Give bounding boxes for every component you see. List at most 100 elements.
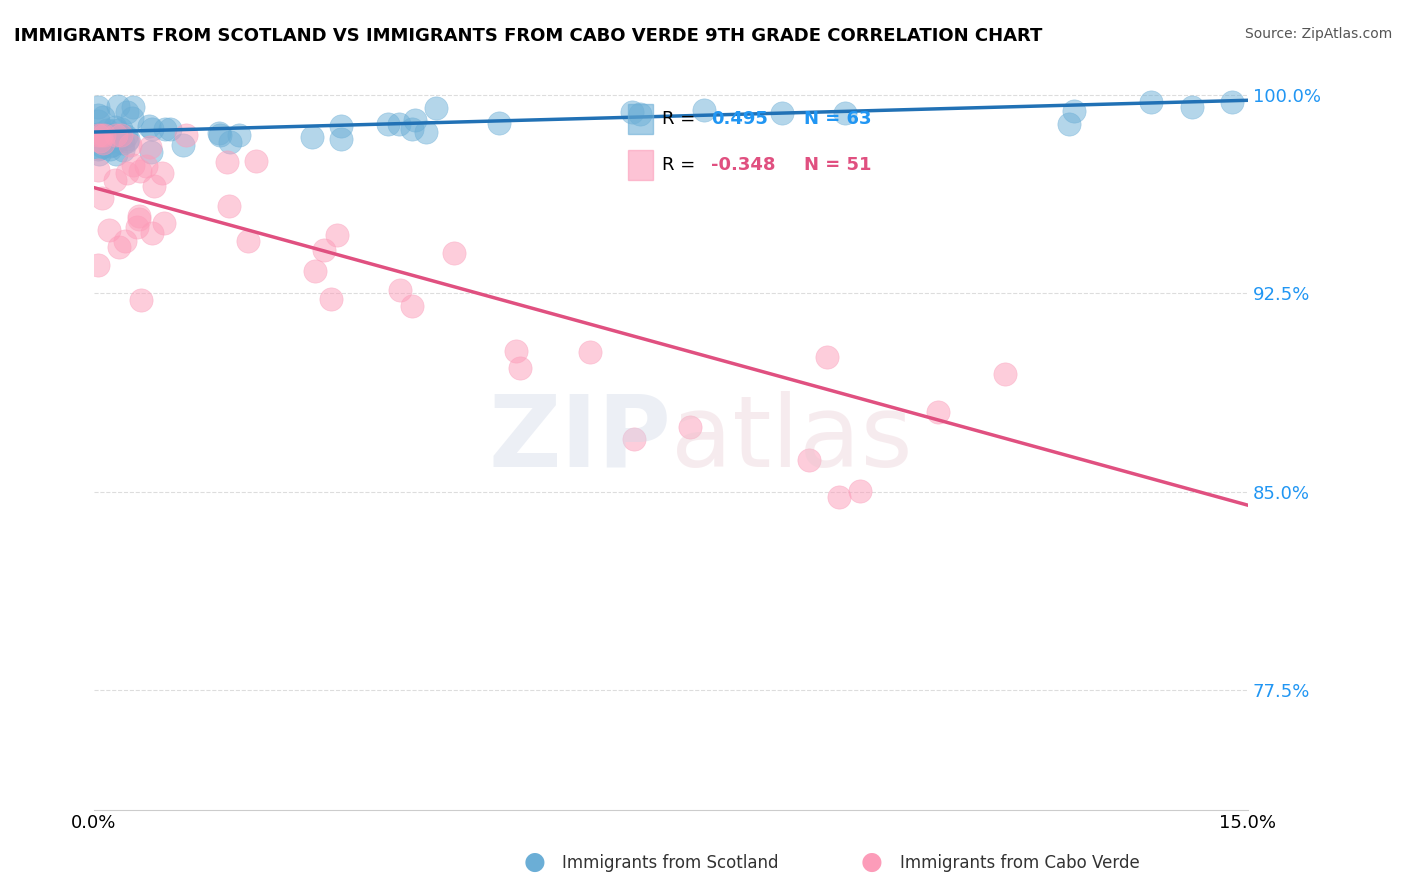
Point [301,129,323,144]
Bar [628,104,652,134]
Text: ●: ● [860,850,883,874]
Point [138,120,160,134]
Point [159,122,181,136]
Point [96,128,118,142]
Point [245,154,267,169]
Point [104,123,127,137]
Point [848,484,870,499]
Point [105,134,128,148]
Point [443,245,465,260]
Point [120,137,142,152]
Point [377,117,399,131]
Point [87,143,110,157]
Point [1139,95,1161,109]
Point [115,166,138,180]
Point [312,243,335,257]
Point [388,117,411,131]
Point [121,100,143,114]
Point [112,136,135,151]
Point [128,163,150,178]
Point [215,155,238,169]
Point [87,163,110,178]
Point [828,490,851,504]
Point [425,101,447,115]
Point [104,173,127,187]
Point [91,191,114,205]
Point [304,264,326,278]
Point [87,108,110,122]
Point [90,128,112,142]
Point [115,134,138,148]
Text: Source: ZipAtlas.com: Source: ZipAtlas.com [1244,27,1392,41]
Point [1222,95,1244,109]
Text: IMMIGRANTS FROM SCOTLAND VS IMMIGRANTS FROM CABO VERDE 9TH GRADE CORRELATION CHA: IMMIGRANTS FROM SCOTLAND VS IMMIGRANTS F… [14,27,1042,45]
Point [579,344,602,359]
Point [100,142,122,156]
Point [994,368,1017,382]
Point [174,128,197,142]
Point [1057,117,1080,131]
Point [87,128,110,143]
Point [815,350,838,364]
Point [1181,99,1204,113]
Point [329,120,352,134]
Bar [628,150,652,180]
Point [142,179,165,194]
Text: R =: R = [662,156,695,174]
Point [207,127,229,141]
Point [228,128,250,143]
Point [87,114,110,128]
Point [87,100,110,114]
Point [100,129,122,144]
Point [153,122,176,136]
Point [330,132,353,146]
Point [797,452,820,467]
Point [679,420,702,434]
Point [388,283,411,297]
Point [172,138,194,153]
Point [770,105,793,120]
Point [153,216,176,230]
Point [693,103,716,117]
Point [89,134,111,148]
Point [87,146,110,161]
Point [401,122,423,136]
Point [87,128,110,142]
Point [110,122,132,136]
Point [141,122,163,136]
Point [97,222,120,236]
Point [1063,104,1085,119]
Point [139,139,162,153]
Point [326,227,349,242]
Point [114,129,136,144]
Point [114,234,136,248]
Point [404,112,426,127]
Point [218,199,240,213]
Text: atlas: atlas [671,391,912,488]
Text: 0.495: 0.495 [711,111,768,128]
Point [218,136,240,150]
Point [401,299,423,313]
Point [105,146,128,161]
Point [129,293,152,307]
Point [209,128,232,142]
Point [87,127,110,141]
Point [141,145,163,159]
Point [135,159,157,173]
Point [117,132,139,146]
Point [100,134,122,148]
Point [834,106,856,120]
Point [107,99,129,113]
Point [620,105,643,120]
Point [93,128,115,142]
Point [122,158,145,172]
Point [101,137,124,152]
Point [90,138,112,153]
Point [128,210,150,224]
Point [105,128,128,142]
Point [110,128,132,142]
Point [93,131,115,145]
Point [125,219,148,234]
Point [87,258,110,272]
Point [150,166,173,180]
